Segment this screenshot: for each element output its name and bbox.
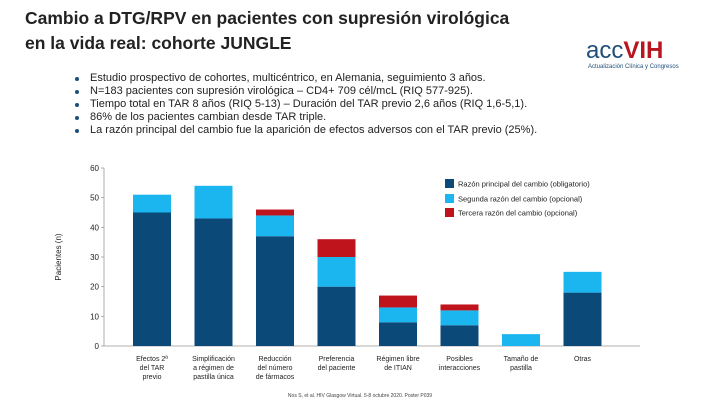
bar-segment — [440, 310, 479, 326]
x-tick-label: Simplificación — [192, 356, 235, 363]
bullet-text: Estudio prospectivo de cohortes, multicé… — [90, 72, 486, 84]
y-tick-label: 50 — [90, 194, 99, 203]
x-tick-label: Preferencia — [319, 356, 355, 363]
logo-vih-text: VIH — [623, 37, 664, 64]
y-tick-label: 10 — [90, 312, 99, 321]
logo-acc-text: acc — [586, 37, 624, 64]
bullet-item: N=183 pacientes con supresión virológica… — [74, 85, 537, 98]
legend-swatch — [445, 179, 454, 188]
bar-segment — [256, 215, 294, 237]
legend-swatch — [445, 208, 454, 217]
bar-segment — [194, 185, 233, 219]
bar-segment — [563, 271, 602, 293]
slide-title: Cambio a DTG/RPV en pacientes con supres… — [25, 6, 585, 56]
y-tick-label: 60 — [90, 164, 99, 173]
x-tick-label: Efectos 2ª — [136, 356, 168, 363]
bullet-text: N=183 pacientes con supresión virológica… — [90, 85, 473, 97]
bar-segment — [379, 307, 417, 323]
bar-segment — [133, 212, 171, 346]
y-tick-label: 30 — [90, 253, 99, 262]
x-tick-label: del TAR — [140, 365, 165, 372]
x-tick-label: Régimen libre — [376, 356, 419, 363]
bullet-dot-icon — [75, 116, 79, 120]
x-tick-label: interacciones — [439, 365, 481, 372]
bullet-item: Tiempo total en TAR 8 años (RIQ 5-13) – … — [74, 98, 537, 111]
bar-segment — [317, 257, 356, 287]
bar-segment — [379, 295, 417, 308]
x-tick-label: del paciente — [318, 365, 356, 372]
logo-wordmark: accVIH — [586, 38, 663, 64]
bullet-dot-icon — [75, 90, 79, 94]
acc-vih-logo: accVIH Actualización Clínica y Congresos — [586, 38, 706, 74]
bar-segment — [440, 304, 479, 311]
title-line-1: Cambio a DTG/RPV en pacientes con supres… — [25, 8, 510, 28]
x-tick-label: de ITIAN — [384, 365, 412, 372]
legend-swatch — [445, 194, 454, 203]
bullet-list: Estudio prospectivo de cohortes, multicé… — [74, 72, 537, 137]
x-tick-label: de fármacos — [256, 374, 295, 381]
x-tick-label: Posibles — [446, 356, 473, 363]
legend-label: Razón principal del cambio (obligatorio) — [458, 180, 590, 189]
y-tick-label: 40 — [90, 223, 99, 232]
bullet-item: 86% de los pacientes cambian desde TAR t… — [74, 111, 537, 124]
x-tick-label: del número — [257, 365, 292, 372]
bar-segment — [502, 334, 540, 346]
x-tick-label: pastilla única — [193, 374, 234, 381]
bar-segment — [563, 292, 602, 346]
legend-label: Segunda razón del cambio (opcional) — [458, 195, 583, 204]
y-axis-label: Pacientes (n) — [54, 233, 63, 280]
bullet-item: La razón principal del cambio fue la apa… — [74, 124, 537, 137]
y-tick-label: 0 — [95, 342, 100, 351]
bullet-dot-icon — [75, 77, 79, 81]
x-tick-label: Tamaño de — [504, 356, 539, 363]
title-line-2: en la vida real: cohorte JUNGLE — [25, 33, 292, 53]
y-tick-label: 20 — [90, 283, 99, 292]
bar-segment — [317, 286, 356, 346]
bullet-text: 86% de los pacientes cambian desde TAR t… — [90, 111, 327, 123]
bar-segment — [194, 218, 233, 346]
bullet-text: La razón principal del cambio fue la apa… — [90, 124, 538, 136]
legend-label: Tercera razón del cambio (opcional) — [458, 209, 578, 218]
bar-segment — [256, 236, 294, 346]
bar-segment — [440, 325, 479, 346]
x-tick-label: Otras — [574, 356, 592, 363]
bullet-item: Estudio prospectivo de cohortes, multicé… — [74, 72, 537, 85]
x-tick-label: previo — [142, 374, 161, 381]
bullet-dot-icon — [75, 129, 79, 133]
bar-segment — [256, 209, 294, 216]
bullet-text: Tiempo total en TAR 8 años (RIQ 5-13) – … — [90, 98, 528, 110]
bar-segment — [133, 194, 171, 213]
bullet-dot-icon — [75, 103, 79, 107]
logo-subtitle: Actualización Clínica y Congresos — [588, 64, 679, 70]
x-tick-label: pastilla — [510, 365, 532, 372]
bar-segment — [317, 239, 356, 257]
x-tick-label: Reducción — [258, 356, 291, 363]
x-tick-label: a régimen de — [193, 365, 234, 372]
citation-footer: Nos S, et al. HIV Glasgow Virtual. 5-8 o… — [287, 393, 433, 399]
bar-segment — [379, 322, 417, 346]
